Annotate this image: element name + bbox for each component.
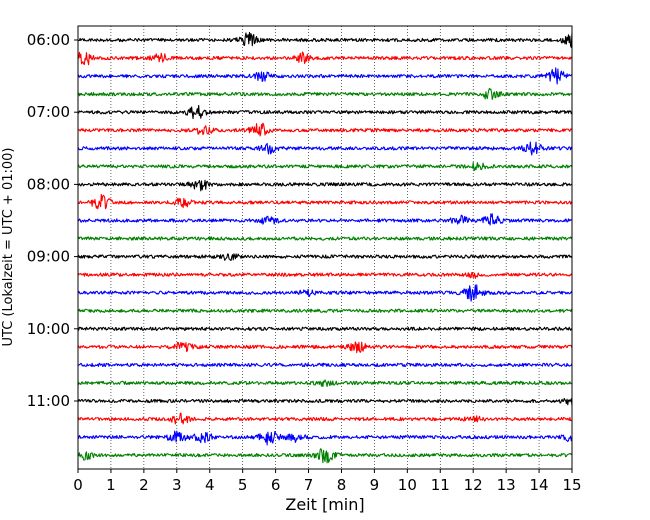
trace-0745 [77, 162, 573, 171]
trace-1130 [77, 430, 573, 446]
trace-0630 [77, 67, 573, 85]
trace-0900 [77, 253, 573, 261]
trace-0830 [77, 213, 573, 226]
x-tick-label: 5 [238, 476, 248, 494]
y-tick-label: 11:00 [27, 392, 70, 410]
x-tick-label: 7 [304, 476, 314, 494]
x-axis: 0 1 2 3 4 5 6 7 8 9 10 11 12 13 14 15 [73, 469, 582, 494]
x-tick-label: 10 [398, 476, 417, 494]
trace-1015 [77, 341, 573, 354]
x-tick-label: 9 [370, 476, 380, 494]
trace-0915 [77, 271, 573, 279]
trace-0945 [77, 308, 573, 313]
trace-1000 [77, 326, 573, 331]
x-tick-label: 6 [271, 476, 281, 494]
trace-0800 [77, 179, 573, 192]
trace-1100 [77, 397, 573, 406]
x-grid [110, 26, 540, 469]
x-tick-label: 0 [73, 476, 83, 494]
trace-1045 [77, 379, 573, 388]
y-tick-label: 10:00 [27, 320, 70, 338]
y-tick-label: 08:00 [27, 175, 70, 193]
x-axis-label: Zeit [min] [285, 495, 364, 514]
trace-0730 [77, 141, 573, 156]
x-tick-label: 12 [464, 476, 483, 494]
trace-1115 [77, 412, 573, 425]
trace-0930 [77, 284, 573, 302]
x-tick-label: 14 [530, 476, 549, 494]
trace-0715 [77, 122, 573, 137]
trace-0615 [77, 51, 573, 66]
y-axis: 06:00 07:00 08:00 09:00 10:00 11:00 [27, 31, 78, 410]
y-tick-label: 06:00 [27, 31, 70, 49]
trace-1030 [77, 362, 573, 368]
x-tick-label: 11 [431, 476, 450, 494]
x-tick-label: 2 [139, 476, 149, 494]
trace-0815 [77, 193, 573, 210]
trace-0645 [77, 87, 573, 100]
plot-frame [77, 25, 573, 470]
trace-0600 [77, 31, 573, 48]
y-axis-label: UTC (Lokalzeit = UTC + 01:00) [1, 148, 16, 347]
y-tick-label: 09:00 [27, 248, 70, 266]
trace-0700 [77, 104, 573, 120]
plot-background [78, 26, 572, 469]
y-tick-label: 07:00 [27, 103, 70, 121]
x-tick-label: 8 [337, 476, 347, 494]
trace-1145 [77, 448, 573, 464]
trace-0845 [77, 236, 573, 241]
x-tick-label: 1 [106, 476, 116, 494]
x-tick-label: 3 [172, 476, 182, 494]
x-tick-label: 15 [562, 476, 581, 494]
x-tick-label: 4 [205, 476, 215, 494]
x-tick-label: 13 [497, 476, 516, 494]
seismic-traces [77, 31, 573, 464]
